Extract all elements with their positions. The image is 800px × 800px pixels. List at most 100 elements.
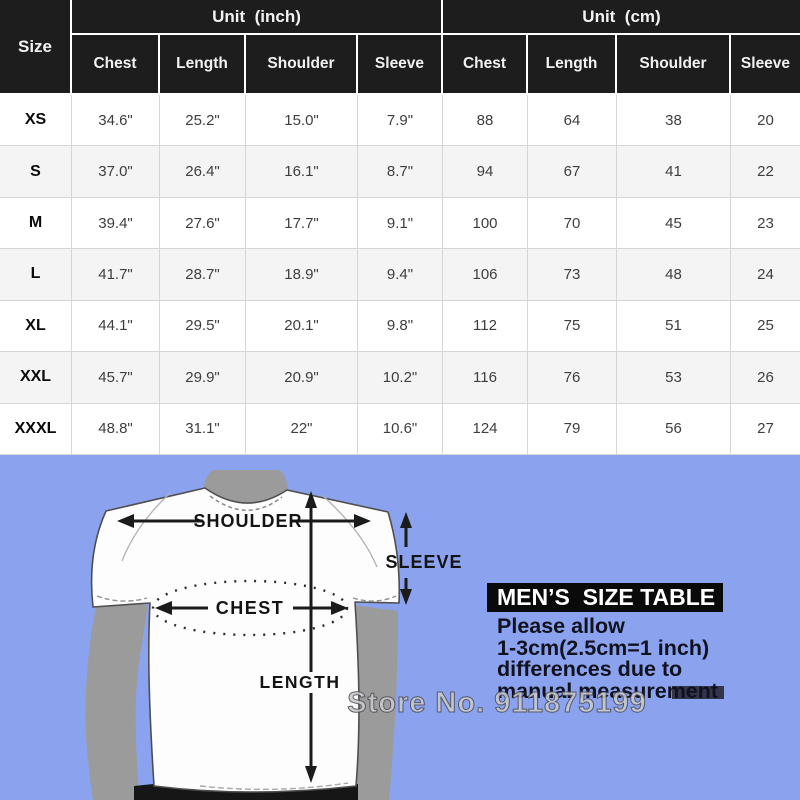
table-cell: 26.4" [160,146,246,198]
table-cell: 7.9" [358,95,443,147]
table-cell: 116 [443,352,528,404]
table-cell: 18.9" [246,249,358,301]
length-label-bg [261,672,339,693]
unit-inch-header: Unit (inch) [72,0,443,35]
table-cell: 34.6" [72,95,160,147]
col-header-sleeve-inch: Sleeve [358,35,443,95]
info-title-band [487,583,723,612]
col-header-length-inch: Length [160,35,246,95]
table-cell: 75 [528,300,617,353]
sleeve-label: SLEEVE [385,552,462,572]
size-cell: XXXL [0,403,72,455]
info-title: MEN’S SIZE TABLE [497,584,715,610]
table-cell: 17.7" [246,197,358,250]
table-cell: 22" [246,403,358,455]
table-cell: 67 [528,146,617,198]
table-cell: 106 [443,249,528,301]
table-cell: 29.5" [160,300,246,353]
size-cell: XS [0,95,72,147]
info-dark-smudge [672,686,724,699]
table-cell: 79 [528,403,617,455]
table-cell: 27 [731,403,800,455]
table-cell: 20.9" [246,352,358,404]
table-cell: 38 [617,95,731,147]
table-cell: 76 [528,352,617,404]
info-line-1: Please allow [497,614,625,638]
chest-arrow [155,601,348,615]
collar-seam [209,495,283,511]
table-cell: 20 [731,95,800,147]
right-sleeve-hem [352,595,397,602]
length-arrow [305,491,317,783]
info-line-4: manual measurement [497,679,718,703]
info-line-3: differences due to [497,657,682,681]
table-cell: 64 [528,95,617,147]
tshirt [90,487,401,793]
table-cell: 112 [443,300,528,353]
table-cell: 44.1" [72,300,160,353]
mannequin-left-arm [85,601,148,800]
unit-cm-header: Unit (cm) [443,0,800,35]
tshirt-measure-illustration: SHOULDER LENGTH SLEEVE [0,455,800,800]
table-cell: 39.4" [72,197,160,250]
left-shoulder-seam [121,492,171,562]
table-cell: 25.2" [160,95,246,147]
table-cell: 9.4" [358,249,443,301]
mannequin-right-arm [346,605,398,800]
col-header-chest-inch: Chest [72,35,160,95]
table-cell: 31.1" [160,403,246,455]
table-cell: 24 [731,249,800,301]
table-cell: 45 [617,197,731,250]
table-cell: 53 [617,352,731,404]
store-watermark: Store No. 911875199 [347,687,647,719]
col-header-length-cm: Length [528,35,617,95]
table-cell: 20.1" [246,300,358,353]
table-cell: 48 [617,249,731,301]
table-cell: 37.0" [72,146,160,198]
shoulder-arrow [117,514,371,528]
size-cell: L [0,249,72,301]
table-cell: 45.7" [72,352,160,404]
shoulder-label: SHOULDER [193,511,302,531]
table-cell: 124 [443,403,528,455]
table-cell: 51 [617,300,731,353]
table-cell: 9.1" [358,197,443,250]
size-cell: XXL [0,352,72,404]
size-cell: S [0,146,72,198]
table-cell: 23 [731,197,800,250]
col-header-sleeve-cm: Sleeve [731,35,800,95]
table-cell: 10.2" [358,352,443,404]
table-cell: 15.0" [246,95,358,147]
col-header-chest-cm: Chest [443,35,528,95]
table-cell: 29.9" [160,352,246,404]
table-cell: 70 [528,197,617,250]
table-cell: 22 [731,146,800,198]
table-cell: 41.7" [72,249,160,301]
table-cell: 26 [731,352,800,404]
table-cell: 41 [617,146,731,198]
right-shoulder-seam [321,494,378,568]
info-line-2: 1-3cm(2.5cm=1 inch) [497,636,709,660]
col-header-shoulder-cm: Shoulder [617,35,731,95]
sleeve-arrow [400,512,412,605]
left-sleeve-hem [96,595,148,602]
length-label: LENGTH [260,672,341,692]
measurement-diagram: SHOULDER LENGTH SLEEVE [0,455,800,800]
table-cell: 88 [443,95,528,147]
table-cell: 73 [528,249,617,301]
table-cell: 16.1" [246,146,358,198]
table-cell: 27.6" [160,197,246,250]
bottom-hem-seam [199,782,349,791]
table-cell: 56 [617,403,731,455]
col-header-shoulder-inch: Shoulder [246,35,358,95]
table-cell: 100 [443,197,528,250]
table-cell: 28.7" [160,249,246,301]
table-cell: 8.7" [358,146,443,198]
table-cell: 48.8" [72,403,160,455]
size-cell: M [0,197,72,250]
table-cell: 94 [443,146,528,198]
table-cell: 10.6" [358,403,443,455]
table-cell: 9.8" [358,300,443,353]
chest-label: CHEST [216,598,285,618]
